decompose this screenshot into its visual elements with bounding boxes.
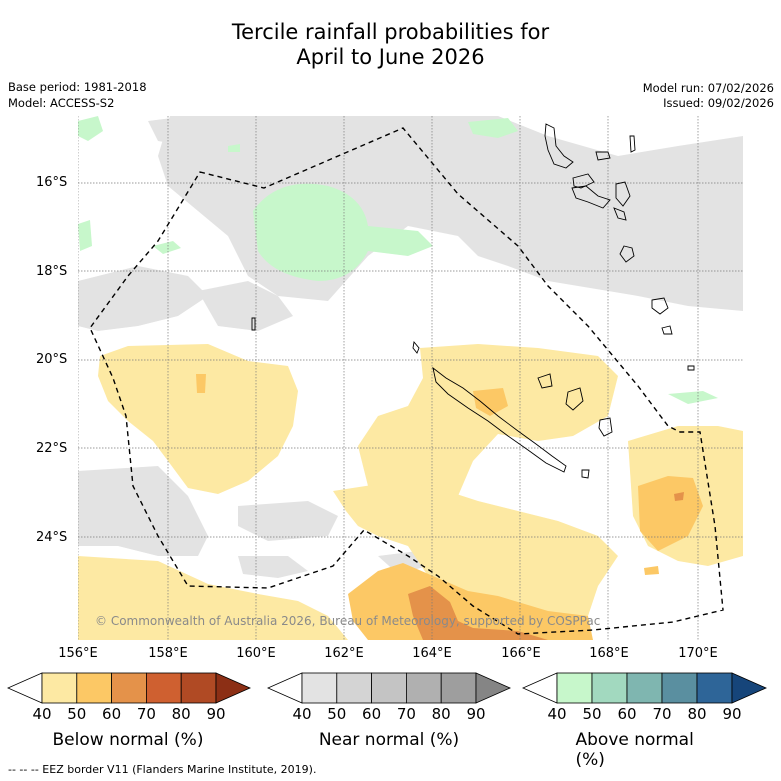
- colorbar-below-segment: [111, 672, 147, 704]
- lon-label-160e: 160°E: [236, 646, 276, 661]
- colorbar-near-tick: 90: [466, 705, 486, 723]
- colorbar-above-tick: 40: [547, 705, 567, 723]
- colorbar-below-tick: 60: [102, 705, 122, 723]
- colorbar-near-segment: [440, 672, 477, 704]
- lat-label-20s: 20°S: [36, 352, 68, 367]
- lon-label-168e: 168°E: [589, 646, 629, 661]
- colorbar-near-segment: [336, 672, 372, 704]
- colorbar-near-extend-high: [475, 672, 511, 704]
- colorbar-near-tick: 60: [362, 705, 382, 723]
- base-period: Base period: 1981-2018: [8, 80, 147, 94]
- model-run: Model run: 07/02/2026: [642, 81, 774, 95]
- colorbar-below-segment: [145, 672, 182, 704]
- colorbar-near-tick: 80: [431, 705, 451, 723]
- colorbar-below-extend-high: [215, 672, 251, 704]
- new-caledonia-outline: [432, 366, 567, 473]
- map-title-line1: Tercile rainfall probabilities for: [231, 20, 550, 44]
- eez-footnote: -- -- -- EEZ border V11 (Flanders Marine…: [8, 763, 317, 776]
- lon-label-170e: 170°E: [678, 646, 718, 661]
- rainfall-map: [78, 116, 743, 640]
- colorbars: [7, 672, 767, 704]
- copyright-notice: © Commonwealth of Australia 2026, Bureau…: [95, 614, 601, 628]
- lon-label-164e: 164°E: [412, 646, 452, 661]
- colorbar-above-tick: 60: [617, 705, 637, 723]
- lon-label-162e: 162°E: [324, 646, 364, 661]
- map-title-line2: April to June 2026: [296, 45, 485, 69]
- lat-label-18s: 18°S: [36, 264, 68, 279]
- colorbar-near-extend-low: [267, 672, 303, 704]
- below-normal-60-regions: [196, 374, 703, 640]
- colorbar-below-tick: 70: [136, 705, 156, 723]
- colorbar-near-segment: [405, 672, 442, 704]
- colorbar-below-title: Below normal (%): [52, 730, 204, 750]
- coastlines: [251, 123, 695, 479]
- model-name: Model: ACCESS-S2: [8, 96, 115, 110]
- colorbar-above-tick: 90: [722, 705, 742, 723]
- colorbar-near-title: Near normal (%): [318, 730, 460, 750]
- colorbar-above-segment: [626, 672, 663, 704]
- colorbar-below-segment: [41, 672, 78, 704]
- eez-border: [89, 127, 724, 635]
- colorbar-above-extend-low: [522, 672, 558, 704]
- colorbar-near-tick: 50: [327, 705, 347, 723]
- colorbar-above-tick: 50: [582, 705, 602, 723]
- colorbar-near-tick: 40: [292, 705, 312, 723]
- colorbar-below-tick: 50: [67, 705, 87, 723]
- colorbar-above-segment: [696, 672, 733, 704]
- colorbar-above-tick: 80: [687, 705, 707, 723]
- colorbar-below-segment: [180, 672, 217, 704]
- lat-label-16s: 16°S: [36, 175, 68, 190]
- gridlines: [78, 116, 743, 640]
- issued-date: Issued: 09/02/2026: [663, 96, 774, 110]
- colorbar-below-extend-low: [7, 672, 43, 704]
- loyalty-islands: [537, 373, 553, 389]
- colorbar-above-segment: [591, 672, 628, 704]
- colorbar-below-segment: [76, 672, 113, 704]
- colorbar-below-tick: 80: [171, 705, 191, 723]
- colorbar-near-tick: 70: [396, 705, 416, 723]
- colorbar-above-tick: 70: [652, 705, 672, 723]
- colorbar-above-extend-high: [731, 672, 767, 704]
- colorbar-below-tick: 40: [32, 705, 52, 723]
- colorbar-above-title: Above normal (%): [575, 730, 694, 770]
- below-normal-70-regions: [408, 492, 684, 640]
- vanuatu-islands: [544, 123, 574, 169]
- colorbar-near-segment: [301, 672, 338, 704]
- colorbar-above-segment: [556, 672, 593, 704]
- lon-label-166e: 166°E: [501, 646, 541, 661]
- colorbar-below-tick: 90: [206, 705, 226, 723]
- lat-label-22s: 22°S: [36, 441, 68, 456]
- colorbar-above-segment: [661, 672, 698, 704]
- lon-label-156e: 156°E: [58, 646, 98, 661]
- colorbar-near-segment: [371, 672, 407, 704]
- lat-label-24s: 24°S: [36, 530, 68, 545]
- lon-label-158e: 158°E: [148, 646, 188, 661]
